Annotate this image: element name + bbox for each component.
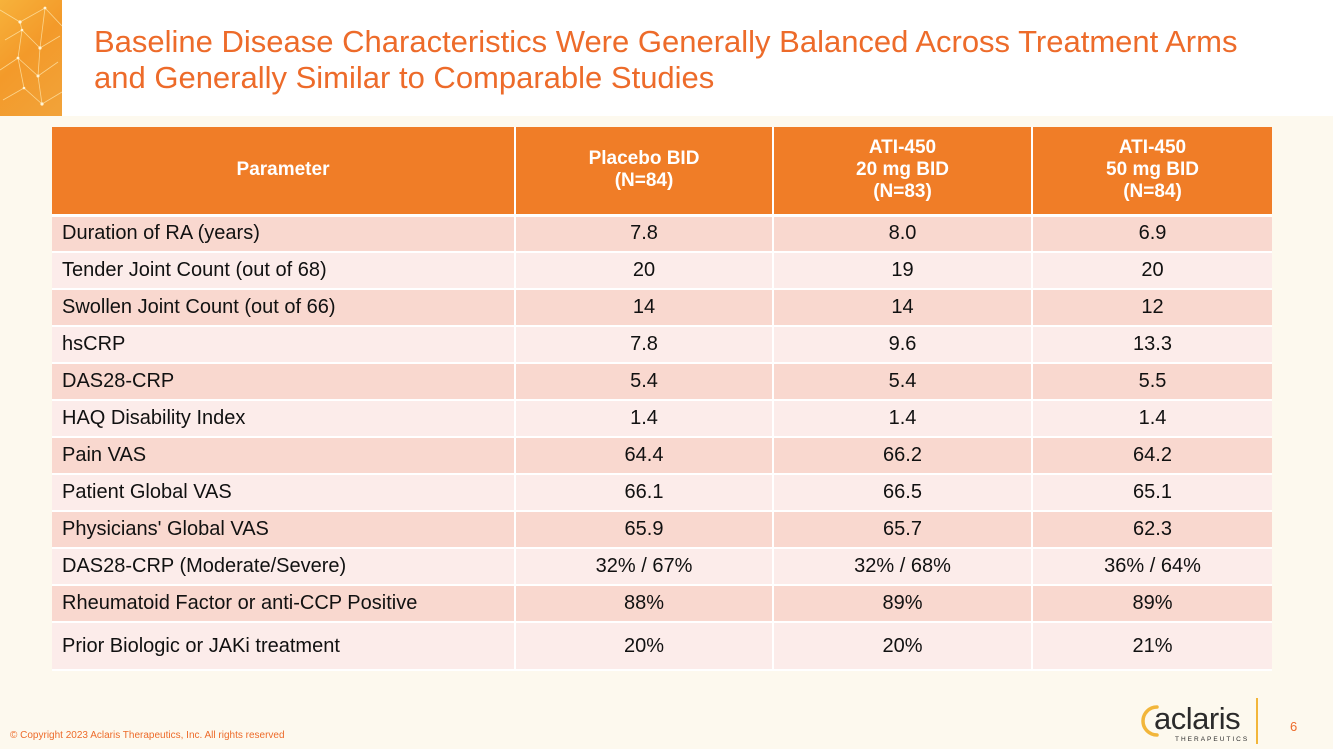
value-cell: 20 <box>515 252 774 290</box>
parameter-cell: Pain VAS <box>52 437 516 475</box>
value-cell: 1.4 <box>773 400 1033 438</box>
column-header-line: Placebo BID <box>588 148 700 170</box>
value-cell: 88% <box>515 585 774 623</box>
value-cell: 7.8 <box>515 326 774 364</box>
table-row: HAQ Disability Index 1.4 1.4 1.4 <box>52 400 1272 438</box>
value-cell: 5.4 <box>515 363 774 401</box>
parameter-cell: Rheumatoid Factor or anti-CCP Positive <box>52 585 516 623</box>
baseline-characteristics-table-container: Parameter Placebo BID (N=84) ATI-450 20 mg B… <box>52 127 1272 671</box>
copyright-notice: © Copyright 2023 Aclaris Therapeutics, I… <box>10 730 285 741</box>
value-cell: 7.8 <box>515 215 774 253</box>
column-header-line: 50 mg BID <box>1106 159 1199 181</box>
table-row: Tender Joint Count (out of 68) 20 19 20 <box>52 252 1272 290</box>
table-row: Swollen Joint Count (out of 66) 14 14 12 <box>52 289 1272 327</box>
table-row: hsCRP 7.8 9.6 13.3 <box>52 326 1272 364</box>
parameter-cell: DAS28-CRP (Moderate/Severe) <box>52 548 516 586</box>
table-row: Physicians' Global VAS 65.9 65.7 62.3 <box>52 511 1272 549</box>
logo-wordmark: aclaris <box>1154 701 1241 736</box>
table-body: Duration of RA (years) 7.8 8.0 6.9 Tender Jo… <box>52 215 1272 671</box>
logo-subtitle: THERAPEUTICS <box>1175 736 1250 743</box>
title-band: Baseline Disease Characteristics Were Ge… <box>0 0 1333 116</box>
value-cell: 32% / 67% <box>515 548 774 586</box>
slide-title: Baseline Disease Characteristics Were Ge… <box>94 24 1238 95</box>
column-header-line: (N=84) <box>614 170 674 192</box>
value-cell: 20% <box>773 622 1033 671</box>
table-row: Prior Biologic or JAKi treatment 20% 20% 21… <box>52 622 1272 671</box>
value-cell: 89% <box>1032 585 1272 623</box>
value-cell: 13.3 <box>1032 326 1272 364</box>
column-header-line: ATI-450 <box>1118 137 1187 159</box>
column-header-1: Placebo BID (N=84) <box>515 127 774 217</box>
baseline-characteristics-table: Parameter Placebo BID (N=84) ATI-450 20 mg B… <box>52 127 1272 671</box>
value-cell: 65.7 <box>773 511 1033 549</box>
value-cell: 64.2 <box>1032 437 1272 475</box>
table-row: Pain VAS 64.4 66.2 64.2 <box>52 437 1272 475</box>
parameter-cell: DAS28-CRP <box>52 363 516 401</box>
column-header-line: (N=84) <box>1123 181 1182 203</box>
value-cell: 5.4 <box>773 363 1033 401</box>
footer-divider <box>1256 698 1258 744</box>
value-cell: 65.1 <box>1032 474 1272 512</box>
value-cell: 6.9 <box>1032 215 1272 253</box>
column-header-2: ATI-450 20 mg BID (N=83) <box>773 127 1033 217</box>
parameter-cell: Physicians' Global VAS <box>52 511 516 549</box>
value-cell: 89% <box>773 585 1033 623</box>
parameter-cell: Tender Joint Count (out of 68) <box>52 252 516 290</box>
parameter-cell: Duration of RA (years) <box>52 215 516 253</box>
parameter-cell: Swollen Joint Count (out of 66) <box>52 289 516 327</box>
table-row: Patient Global VAS 66.1 66.5 65.1 <box>52 474 1272 512</box>
column-header-line: ATI-450 <box>868 137 937 159</box>
column-header-3: ATI-450 50 mg BID (N=84) <box>1032 127 1272 217</box>
decorative-network-image <box>0 0 62 116</box>
aclaris-logo: aclaris THERAPEUTICS <box>1140 700 1250 746</box>
parameter-cell: Prior Biologic or JAKi treatment <box>52 622 516 671</box>
page-number: 6 <box>1290 719 1298 734</box>
column-header-line: 20 mg BID <box>856 159 949 181</box>
value-cell: 64.4 <box>515 437 774 475</box>
value-cell: 1.4 <box>1032 400 1272 438</box>
logo-arc-icon <box>1141 705 1159 737</box>
column-header-0: Parameter <box>52 127 516 217</box>
table-header-row: Parameter Placebo BID (N=84) ATI-450 20 mg B… <box>52 127 1272 217</box>
column-header-line: (N=83) <box>873 181 932 203</box>
value-cell: 14 <box>515 289 774 327</box>
value-cell: 14 <box>773 289 1033 327</box>
value-cell: 20 <box>1032 252 1272 290</box>
table-row: Rheumatoid Factor or anti-CCP Positive 88… <box>52 585 1272 623</box>
value-cell: 66.2 <box>773 437 1033 475</box>
table-row: DAS28-CRP (Moderate/Severe) 32% / 67% 32% … <box>52 548 1272 586</box>
table-row: DAS28-CRP 5.4 5.4 5.5 <box>52 363 1272 401</box>
value-cell: 66.5 <box>773 474 1033 512</box>
value-cell: 19 <box>773 252 1033 290</box>
value-cell: 62.3 <box>1032 511 1272 549</box>
value-cell: 65.9 <box>515 511 774 549</box>
value-cell: 20% <box>515 622 774 671</box>
table-row: Duration of RA (years) 7.8 8.0 6.9 <box>52 215 1272 253</box>
parameter-cell: hsCRP <box>52 326 516 364</box>
value-cell: 66.1 <box>515 474 774 512</box>
parameter-cell: HAQ Disability Index <box>52 400 516 438</box>
value-cell: 1.4 <box>515 400 774 438</box>
value-cell: 8.0 <box>773 215 1033 253</box>
value-cell: 12 <box>1032 289 1272 327</box>
value-cell: 9.6 <box>773 326 1033 364</box>
value-cell: 21% <box>1032 622 1272 671</box>
value-cell: 32% / 68% <box>773 548 1033 586</box>
value-cell: 36% / 64% <box>1032 548 1272 586</box>
column-header-line: Parameter <box>236 159 330 181</box>
parameter-cell: Patient Global VAS <box>52 474 516 512</box>
value-cell: 5.5 <box>1032 363 1272 401</box>
